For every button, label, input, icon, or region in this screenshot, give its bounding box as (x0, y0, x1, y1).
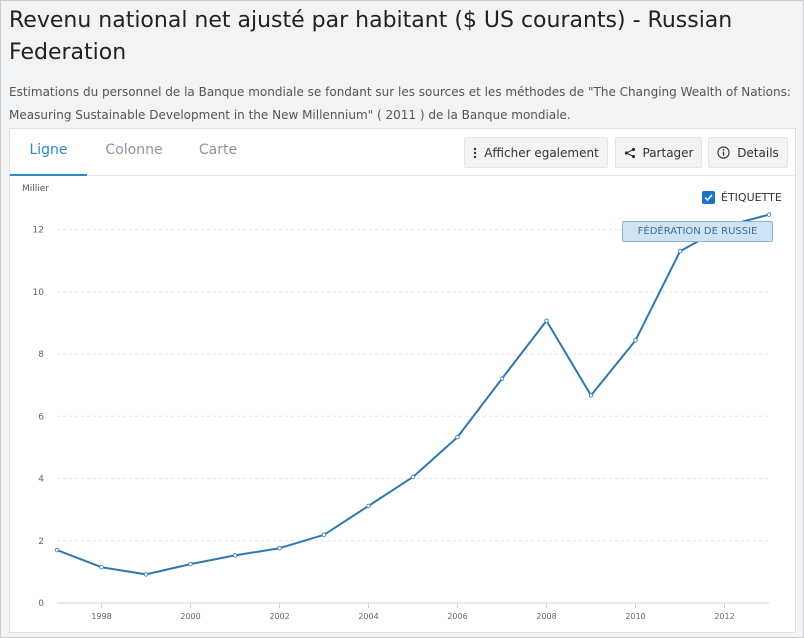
info-icon (717, 146, 730, 159)
x-tick-label: 2012 (714, 612, 734, 621)
x-tick-label: 1998 (91, 612, 111, 621)
share-button[interactable]: Partager (615, 137, 702, 168)
data-point (54, 547, 60, 553)
data-point (677, 249, 683, 254)
y-tick-label: 6 (38, 412, 44, 422)
y-tick-label: 12 (33, 226, 44, 236)
share-label: Partager (642, 145, 694, 160)
tab-carte[interactable]: Carte (198, 142, 238, 158)
label-toggle-text: ÉTIQUETTE (721, 190, 782, 204)
y-tick-label: 2 (38, 537, 44, 547)
x-tick-label: 2006 (447, 612, 467, 621)
y-tick-label: 0 (38, 599, 44, 609)
data-point (277, 546, 282, 551)
chart-panel: Ligne Colonne Carte Afficher egalement P… (9, 128, 796, 633)
chart-type-tabs: Ligne Colonne Carte Afficher egalement P… (10, 129, 795, 176)
y-tick-label: 4 (38, 475, 44, 485)
x-tick-label: 2004 (358, 612, 378, 621)
label-toggle[interactable]: ÉTIQUETTE (702, 189, 782, 205)
details-label: Details (737, 145, 779, 160)
series-line (56, 213, 770, 576)
data-point (188, 561, 193, 567)
x-tick-label: 2008 (536, 612, 556, 621)
y-axis-unit-label: Millier (22, 184, 50, 194)
tab-colonne[interactable]: Colonne (105, 142, 163, 158)
label-checkbox[interactable] (702, 190, 715, 204)
data-point (766, 212, 772, 217)
data-point (366, 503, 371, 509)
x-tick-label: 2010 (625, 612, 645, 621)
data-point (143, 572, 149, 577)
data-point (499, 376, 505, 381)
tab-ligne[interactable]: Ligne (10, 129, 87, 176)
data-point (455, 434, 460, 440)
page-title: Revenu national net ajusté par habitant … (9, 8, 733, 65)
y-tick-label: 10 (33, 288, 45, 298)
data-point (588, 393, 594, 398)
also-show-button[interactable]: Afficher egalement (464, 137, 608, 168)
also-show-label: Afficher egalement (484, 145, 599, 160)
share-icon (624, 147, 636, 159)
data-point (321, 532, 327, 538)
data-point (633, 338, 638, 343)
series-label-russia: FÉDÉRATION DE RUSSIE (622, 221, 773, 242)
details-button[interactable]: Details (708, 137, 788, 168)
x-tick-label: 2002 (269, 612, 289, 621)
data-point (410, 474, 416, 480)
data-point (544, 318, 549, 323)
x-tick-label: 2000 (180, 612, 200, 621)
y-tick-label: 8 (38, 350, 44, 360)
more-vertical-icon (473, 147, 477, 159)
data-point (232, 553, 238, 558)
data-point (99, 565, 104, 570)
source-description: Estimations du personnel de la Banque mo… (9, 85, 791, 122)
line-chart: 0 2 4 6 8 10 12 1998 2000 2002 2004 2006 2008 2010 201… (33, 212, 772, 621)
